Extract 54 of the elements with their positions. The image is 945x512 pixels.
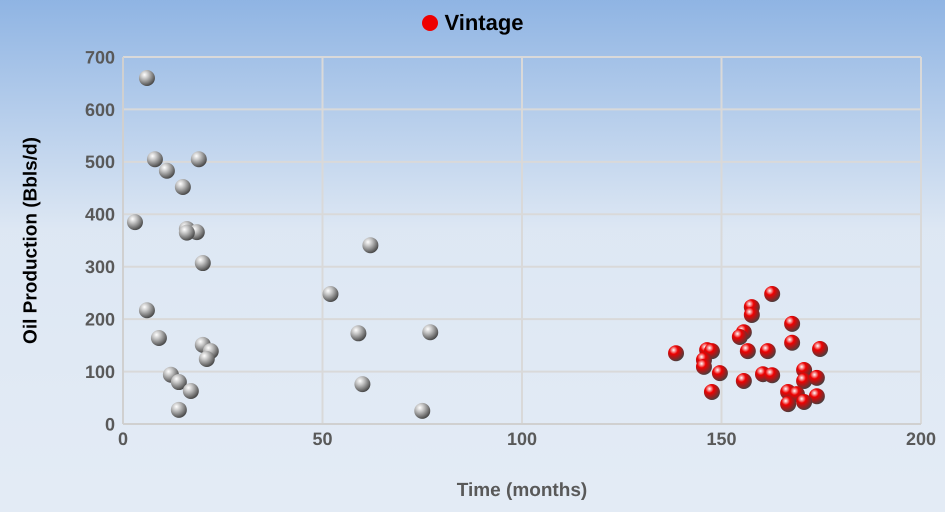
point [422, 324, 438, 340]
y-tick-label: 700 [84, 47, 115, 68]
x-tick-label: 100 [506, 428, 538, 449]
point [784, 316, 800, 332]
point [732, 328, 748, 345]
point [796, 394, 812, 410]
x-tick-label: 50 [312, 428, 333, 449]
point [764, 286, 780, 302]
y-tick-label: 0 [104, 414, 115, 434]
point [158, 162, 175, 179]
point [190, 151, 207, 168]
point [414, 402, 430, 419]
point [138, 302, 155, 318]
y-tick-label: 200 [84, 310, 115, 330]
point [740, 343, 756, 360]
point [194, 255, 211, 272]
y-tick-label: 600 [84, 100, 115, 120]
point [362, 237, 378, 254]
y-tick-label: 100 [84, 362, 115, 382]
point [174, 179, 191, 196]
point [668, 345, 684, 362]
point [178, 224, 195, 241]
point [696, 358, 712, 375]
point [170, 374, 187, 390]
point [744, 306, 760, 323]
point [170, 402, 187, 418]
y-axis-title: Oil Production (Bbls/d) [20, 137, 42, 344]
point [808, 370, 825, 386]
x-tick-label: 200 [906, 428, 936, 449]
y-tick-label: 500 [84, 152, 115, 172]
point [704, 384, 720, 400]
point [784, 334, 800, 351]
point [146, 151, 163, 168]
point [350, 325, 366, 342]
point [198, 350, 215, 367]
point [138, 70, 155, 86]
point [126, 214, 143, 230]
point [712, 365, 728, 382]
point [354, 376, 370, 392]
point [736, 373, 752, 390]
point [812, 341, 828, 358]
x-tick-label: 0 [118, 428, 128, 449]
y-tick-label: 400 [84, 204, 115, 225]
y-tick-label: 300 [84, 257, 115, 278]
point [760, 343, 776, 360]
point [764, 367, 780, 384]
point [150, 330, 167, 346]
point [322, 286, 338, 302]
point [182, 382, 199, 399]
point [808, 388, 825, 404]
x-axis-title: Time (months) [456, 480, 588, 501]
point [780, 396, 796, 412]
x-tick-label: 150 [706, 428, 737, 449]
legend-label: Vintage [443, 10, 524, 36]
